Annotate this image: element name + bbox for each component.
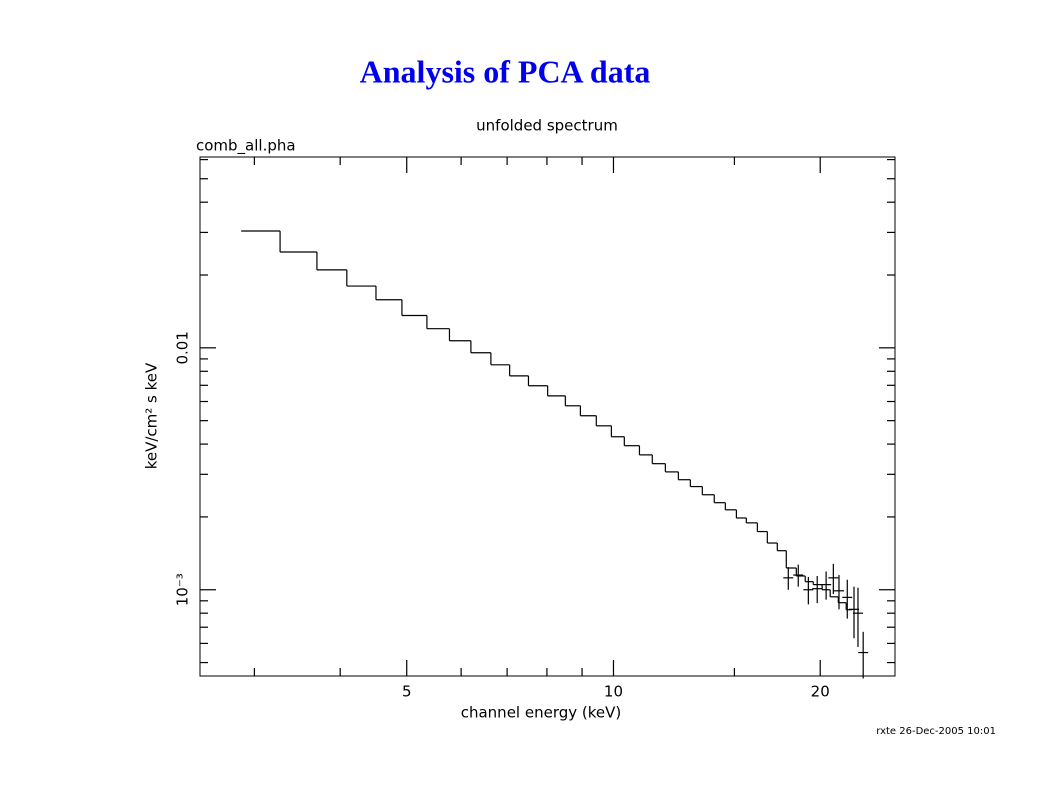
x-tick-label: 20: [811, 683, 830, 701]
plot-frame: [199, 156, 896, 677]
x-axis-label: channel energy (keV): [461, 704, 622, 722]
x-tick-label: 5: [402, 683, 412, 701]
footer: rxte 26-Dec-2005 10:01: [876, 726, 996, 737]
y-tick-label: 10⁻³: [174, 573, 192, 606]
slide-title: Analysis of PCA data: [360, 53, 651, 89]
chart-subtitle: comb_all.pha: [196, 137, 296, 156]
y-tick-label: 0.01: [174, 331, 192, 364]
y-axis-label: keV/cm² s keV: [143, 362, 161, 469]
chart-title: unfolded spectrum: [476, 117, 618, 135]
x-tick-label: 10: [604, 683, 623, 701]
